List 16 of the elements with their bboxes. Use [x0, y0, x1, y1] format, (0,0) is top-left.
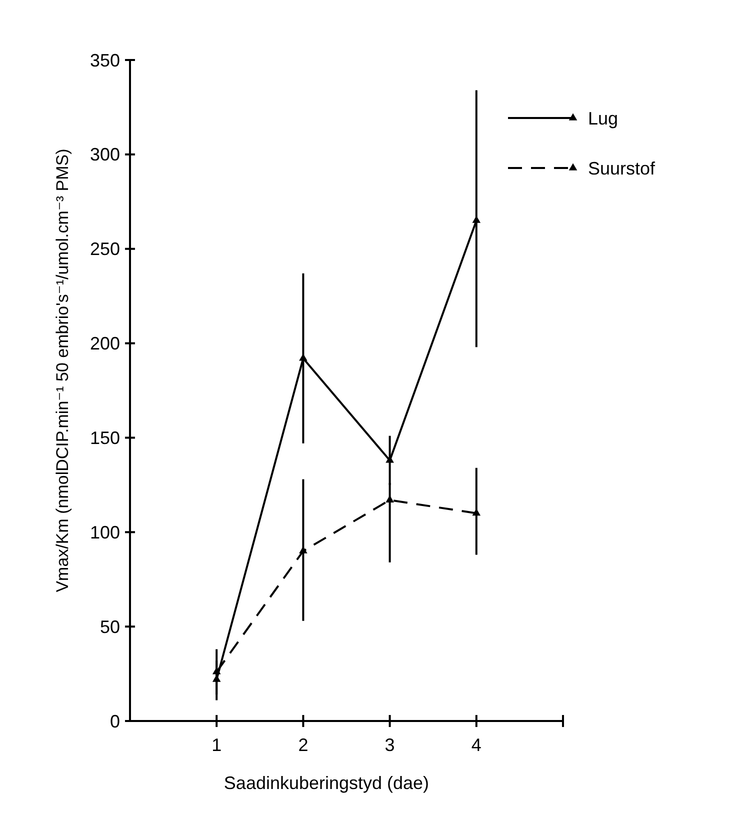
y-tick-label: 0: [110, 711, 120, 732]
x-axis-title: Saadinkuberingstyd (dae): [224, 773, 430, 793]
y-tick-label: 150: [90, 428, 120, 448]
x-tick-label: 4: [471, 735, 482, 755]
y-tick-label: 300: [90, 144, 120, 165]
x-tick-label: 1: [212, 735, 222, 755]
y-tick-label: 250: [90, 239, 120, 260]
legend-label: Suurstof: [588, 158, 656, 178]
y-tick-label: 100: [90, 522, 120, 542]
x-tick-label: 2: [298, 735, 308, 755]
legend-label: Lug: [588, 108, 618, 128]
y-tick-label: 200: [90, 334, 120, 354]
y-tick-label: 50: [100, 616, 120, 637]
x-tick-label: 3: [384, 735, 395, 755]
y-tick-label: 350: [90, 50, 120, 70]
y-axis-title: Vmax/Km (nmolDCIP.min⁻¹ 50 embrio's⁻¹/umol.cm⁻³ PMS): [53, 148, 72, 592]
